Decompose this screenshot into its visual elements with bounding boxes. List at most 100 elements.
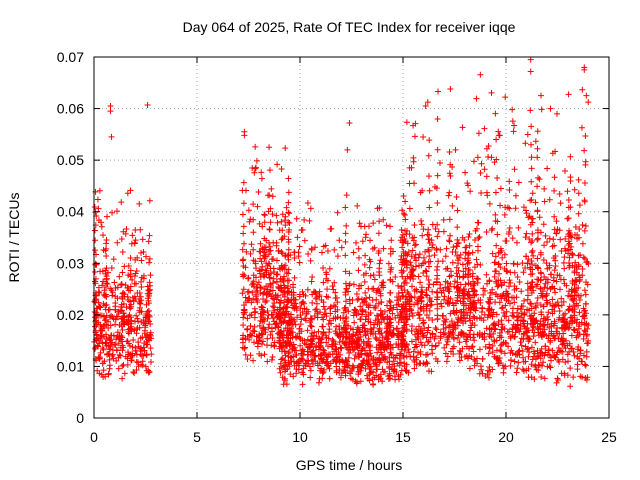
data-point — [497, 245, 504, 252]
data-point — [503, 267, 510, 274]
data-point — [555, 345, 562, 352]
data-point — [373, 296, 380, 303]
data-point — [418, 305, 425, 312]
data-point — [251, 328, 258, 335]
data-point — [479, 370, 486, 377]
data-point — [112, 285, 119, 292]
data-point — [270, 275, 277, 282]
x-tick-label: 20 — [498, 429, 514, 445]
data-point — [465, 280, 472, 287]
data-point — [568, 243, 575, 250]
data-point — [513, 294, 520, 301]
data-point — [501, 211, 508, 218]
data-point — [250, 246, 257, 253]
data-point — [322, 242, 329, 249]
data-point — [299, 381, 306, 388]
data-point — [411, 133, 418, 140]
data-point — [569, 278, 576, 285]
data-point — [239, 246, 246, 253]
data-point — [566, 240, 573, 247]
data-point — [426, 281, 433, 288]
data-point — [455, 332, 462, 339]
x-tick-label: 0 — [90, 429, 98, 445]
data-point — [409, 266, 416, 273]
data-point — [418, 262, 425, 269]
data-point — [426, 307, 433, 314]
data-point — [308, 330, 315, 337]
data-point — [370, 285, 377, 292]
data-point — [276, 306, 283, 313]
data-point — [240, 223, 247, 230]
data-point — [381, 353, 388, 360]
data-point — [147, 272, 154, 279]
data-point — [538, 92, 545, 99]
data-point — [569, 317, 576, 324]
data-point — [433, 185, 440, 192]
data-point — [520, 331, 527, 338]
data-point — [293, 215, 300, 222]
data-point — [551, 267, 558, 274]
data-point — [519, 303, 526, 310]
data-point — [425, 276, 432, 283]
data-point — [268, 325, 275, 332]
data-point — [442, 324, 449, 331]
data-point — [267, 247, 274, 254]
data-point — [312, 289, 319, 296]
data-point — [285, 209, 292, 216]
data-point — [575, 176, 582, 183]
data-point — [91, 308, 98, 315]
data-point — [383, 335, 390, 342]
data-point — [460, 287, 467, 294]
data-point — [481, 166, 488, 173]
data-point — [515, 348, 522, 355]
data-point — [551, 187, 558, 194]
data-point — [332, 328, 339, 335]
data-point — [400, 333, 407, 340]
data-point — [493, 268, 500, 275]
data-point — [273, 271, 280, 278]
data-point — [489, 366, 496, 373]
data-point — [538, 309, 545, 316]
data-point — [418, 221, 425, 228]
data-point — [114, 239, 121, 246]
data-point — [552, 302, 559, 309]
data-point — [269, 211, 276, 218]
data-point — [240, 256, 247, 263]
data-point — [429, 342, 436, 349]
data-point — [426, 240, 433, 247]
data-point — [146, 259, 153, 266]
data-point — [432, 225, 439, 232]
data-point — [257, 248, 264, 255]
data-point — [524, 260, 531, 267]
data-point — [133, 358, 140, 365]
data-point — [485, 374, 492, 381]
data-point — [304, 286, 311, 293]
data-point — [469, 249, 476, 256]
data-point — [470, 313, 477, 320]
data-point — [285, 335, 292, 342]
data-point — [332, 289, 339, 296]
data-point — [128, 328, 135, 335]
data-point — [244, 297, 251, 304]
data-point — [502, 204, 509, 211]
data-point — [361, 357, 368, 364]
data-point — [285, 236, 292, 243]
data-point — [502, 94, 509, 101]
data-point — [120, 316, 127, 323]
data-point — [330, 302, 337, 309]
data-point — [281, 377, 288, 384]
data-point — [547, 105, 554, 112]
data-point — [541, 273, 548, 280]
data-point — [488, 227, 495, 234]
data-point — [562, 235, 569, 242]
data-point — [285, 246, 292, 253]
data-point — [312, 295, 319, 302]
data-point — [411, 365, 418, 372]
data-point — [447, 232, 454, 239]
data-point — [565, 292, 572, 299]
data-point — [523, 210, 530, 217]
data-point — [560, 259, 567, 266]
data-point — [551, 213, 558, 220]
data-point — [246, 312, 253, 319]
data-point — [254, 203, 261, 210]
